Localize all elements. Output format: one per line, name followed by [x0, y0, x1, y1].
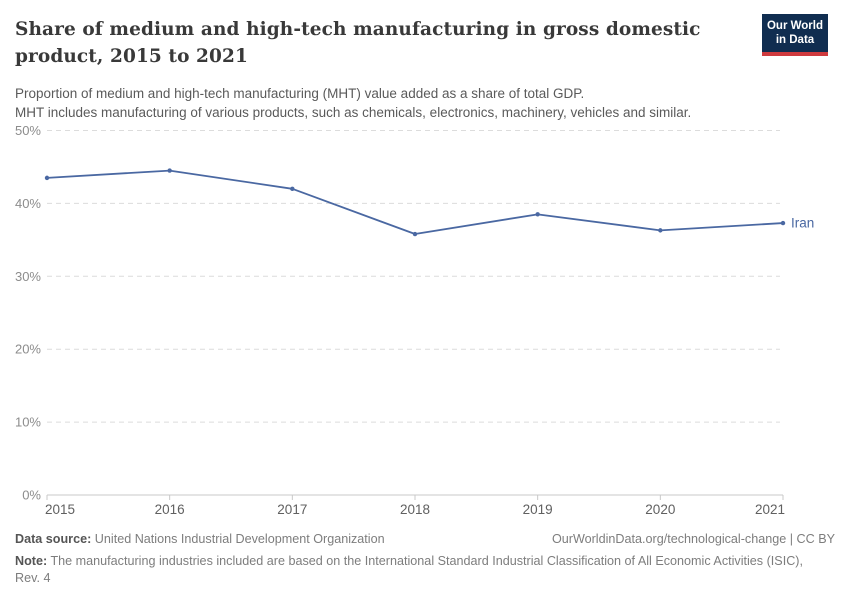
data-source: Data source: United Nations Industrial D…: [15, 531, 385, 548]
y-tick-label: 0%: [22, 488, 41, 503]
source-link[interactable]: OurWorldinData.org/technological-change …: [551, 532, 835, 546]
data-point[interactable]: [780, 220, 786, 226]
data-point[interactable]: [412, 231, 418, 237]
data-point[interactable]: [167, 168, 172, 173]
x-tick-label: 2018: [400, 502, 430, 517]
chart-subtitle-line2: MHT includes manufacturing of various pr…: [15, 105, 692, 120]
footnote-label: Note:: [15, 554, 48, 568]
y-tick-label: 30%: [15, 269, 41, 284]
x-tick-label: 2017: [277, 502, 307, 517]
owid-logo: Our World in Data: [762, 14, 828, 56]
y-tick-label: 10%: [15, 415, 41, 430]
data-source-text: United Nations Industrial Development Or…: [91, 532, 385, 546]
y-tick-label: 20%: [15, 342, 41, 357]
chart-footer: Data source: United Nations Industrial D…: [15, 531, 835, 587]
entity-label[interactable]: Iran: [791, 216, 814, 231]
chart-subtitle-line1: Proportion of medium and high-tech manuf…: [15, 86, 585, 101]
x-tick-label: 2016: [155, 502, 185, 517]
footnote: Note: The manufacturing industries inclu…: [15, 553, 817, 587]
x-tick-label: 2015: [45, 502, 75, 517]
chart-subtitle: Proportion of medium and high-tech manuf…: [15, 84, 750, 122]
data-point[interactable]: [535, 212, 540, 217]
chart-title: Share of medium and high-tech manufactur…: [15, 19, 701, 67]
y-tick-label: 40%: [15, 196, 41, 211]
data-source-label: Data source:: [15, 532, 92, 546]
x-tick-label: 2019: [523, 502, 553, 517]
y-tick-label: 50%: [15, 123, 41, 138]
data-point[interactable]: [44, 175, 50, 181]
chart-header: Share of medium and high-tech manufactur…: [15, 16, 750, 122]
series-line-iran[interactable]: [46, 169, 784, 235]
owid-logo-line1: Our World: [766, 20, 823, 32]
owid-logo-line2: in Data: [775, 33, 815, 46]
data-point[interactable]: [290, 186, 295, 192]
data-point[interactable]: [658, 228, 663, 233]
footer-row: Data source: United Nations Industrial D…: [15, 531, 835, 548]
x-tick-label: 2020: [645, 502, 675, 517]
footnote-text: The manufacturing industries included ar…: [15, 554, 803, 585]
x-tick-label: 2021: [755, 502, 785, 517]
